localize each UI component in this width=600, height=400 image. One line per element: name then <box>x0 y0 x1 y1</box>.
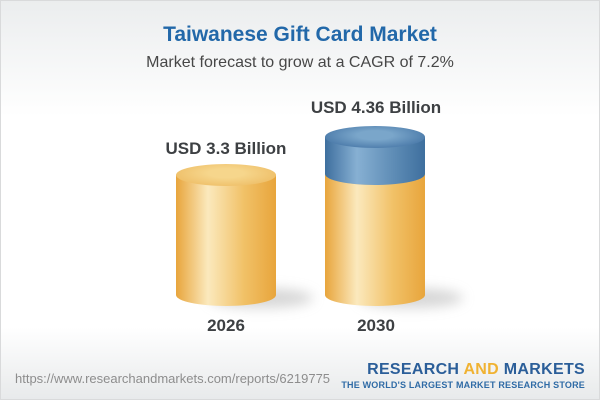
research-and-markets-logo: RESEARCH AND MARKETS THE WORLD'S LARGEST… <box>341 361 585 390</box>
logo-wordmark: RESEARCH AND MARKETS <box>341 361 585 379</box>
chart-subtitle: Market forecast to grow at a CAGR of 7.2… <box>146 54 454 71</box>
chart-title: Taiwanese Gift Card Market <box>163 23 437 46</box>
category-label-2026: 2026 <box>207 316 245 335</box>
report-url: https://www.researchandmarkets.com/repor… <box>15 371 331 386</box>
value-label-2026: USD 3.3 Billion <box>165 139 287 158</box>
category-label-2030: 2030 <box>357 316 395 335</box>
cylinder-2030-base-segment <box>325 174 425 295</box>
logo-word-and: AND <box>463 361 500 378</box>
logo-tagline: THE WORLD'S LARGEST MARKET RESEARCH STOR… <box>341 380 585 390</box>
cylinder-2026-body <box>176 175 276 295</box>
value-label-2030: USD 4.36 Billion <box>310 98 442 117</box>
logo-word-markets: MARKETS <box>503 361 585 378</box>
cylinder-2026-top-cap <box>176 164 276 186</box>
cylinder-2030-growth-top-cap <box>325 126 425 148</box>
logo-word-research: RESEARCH <box>367 361 460 378</box>
